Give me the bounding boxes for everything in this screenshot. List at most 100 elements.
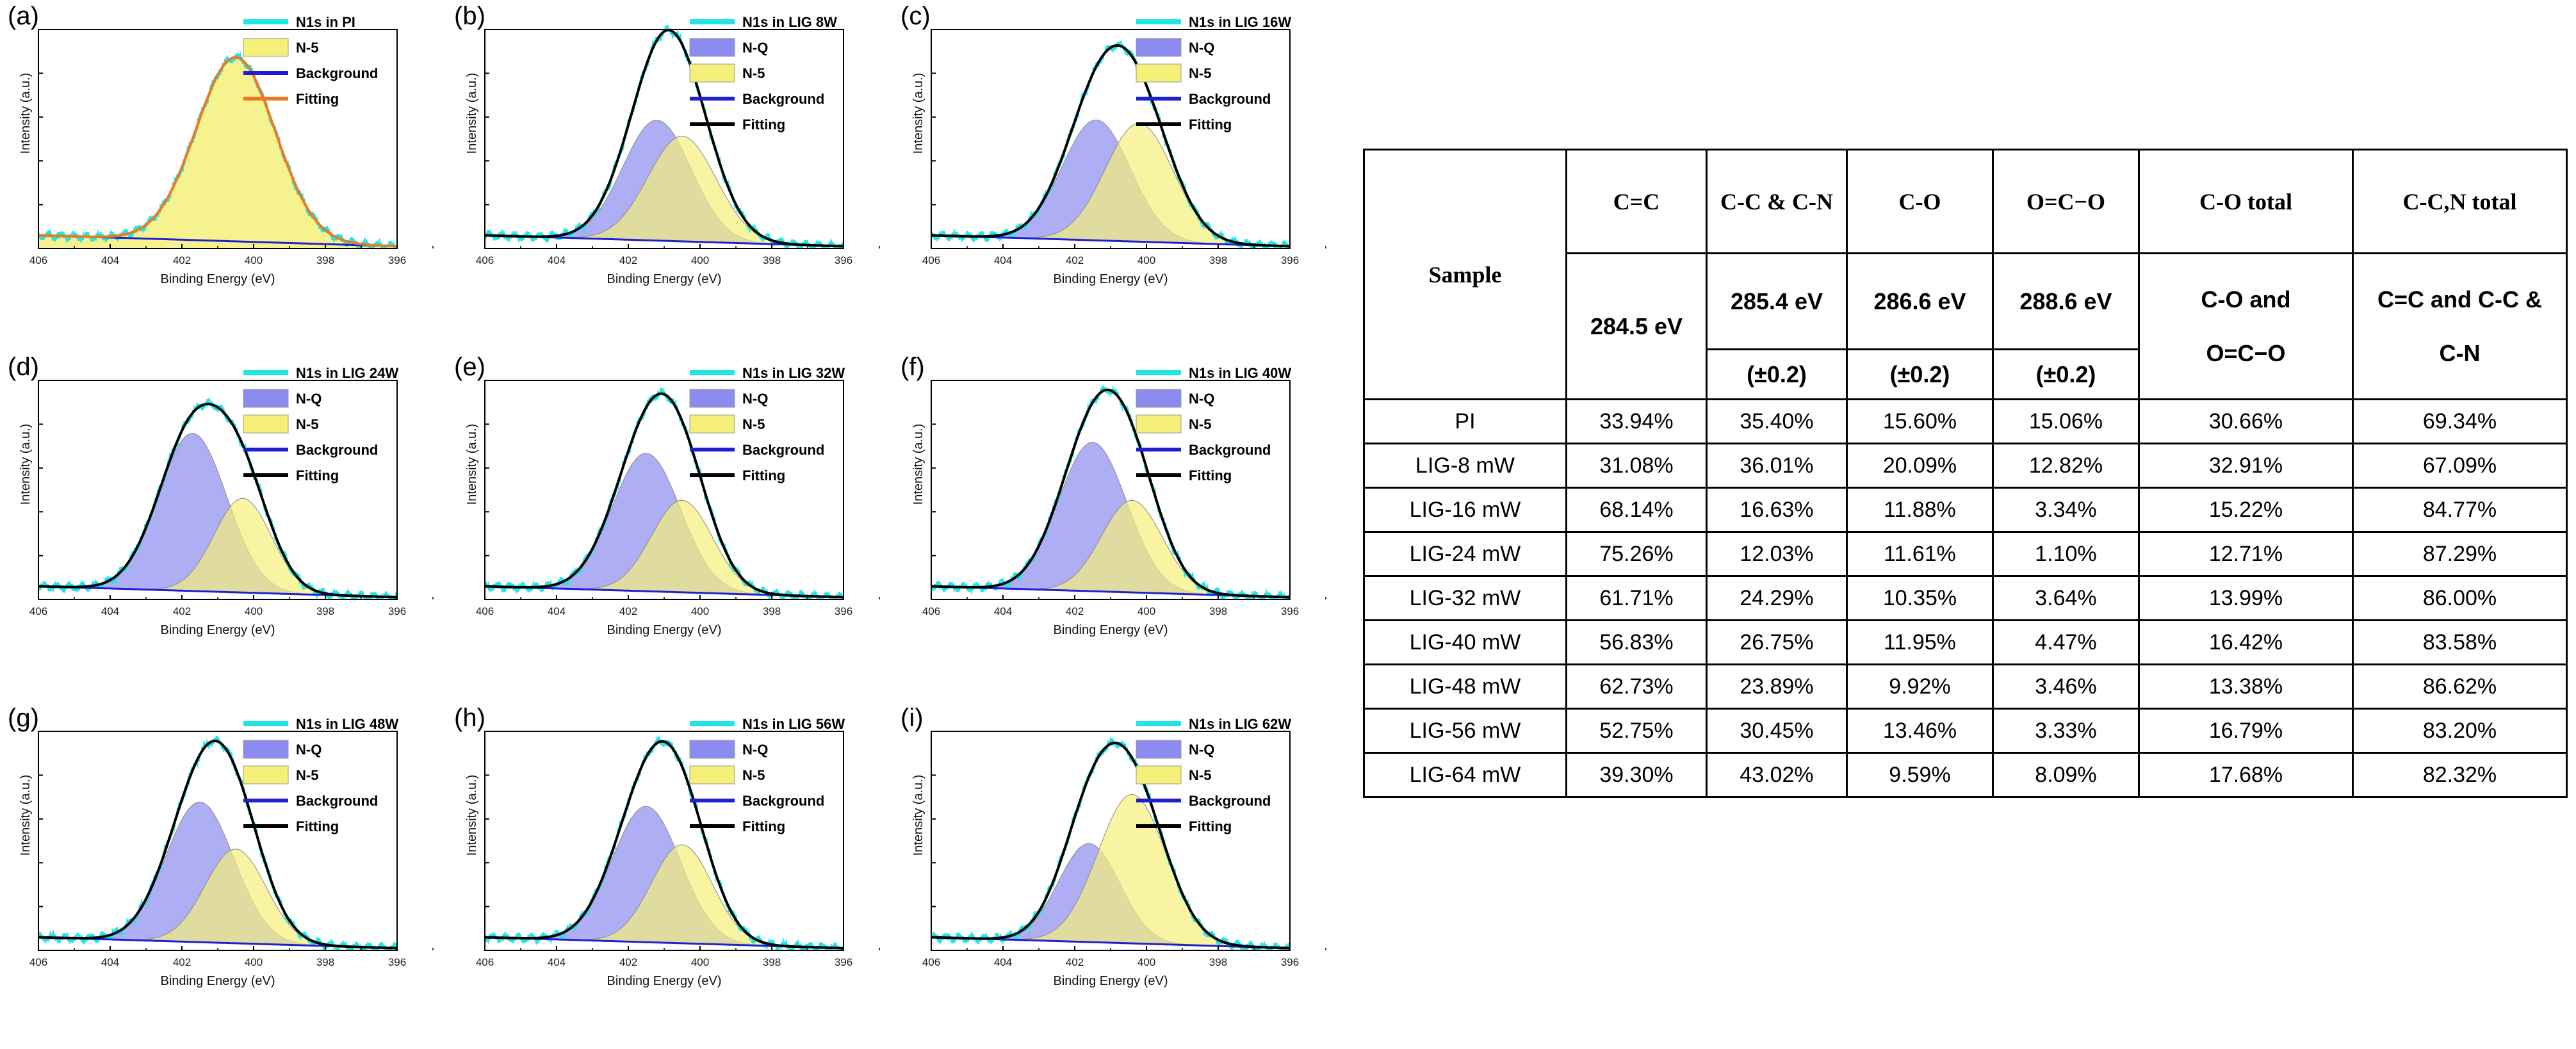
y-axis-label: Intensity (a.u.) (465, 424, 479, 505)
n5-component-area (38, 849, 397, 949)
xps-plot-svg: 406 404 402 400 398 396 Binding Energy (eV) Int… (901, 2, 1326, 286)
value-cell: 9.59% (1846, 752, 1994, 798)
x-tick-label: 406 (29, 605, 47, 617)
x-tick-label: 400 (1137, 254, 1155, 266)
value-cell: 33.94% (1565, 398, 1708, 444)
panel-label: (c) (901, 2, 931, 30)
x-tick-label: 402 (1066, 254, 1084, 266)
x-tick-label: 404 (101, 956, 119, 968)
value-cell: 15.60% (1846, 398, 1994, 444)
x-tick-label: 398 (1209, 956, 1227, 968)
table-row: LIG-40 mW 56.83% 26.75% 11.95% 4.47% 16.42% 83… (1363, 619, 2568, 665)
legend-label: Background (296, 442, 378, 458)
xps-panel: 406 404 402 400 398 396 Binding Energy (eV) Int… (5, 2, 434, 347)
x-tick-label: 396 (835, 254, 852, 266)
legend-label: Fitting (296, 468, 339, 484)
value-cell: 35.40% (1706, 398, 1848, 444)
table-row: PI 33.94% 35.40% 15.60% 15.06% 30.66% 69.34% (1363, 398, 2568, 444)
legend-swatch-n5 (689, 414, 735, 434)
x-axis-label: Binding Energy (eV) (607, 272, 722, 286)
x-tick-label: 398 (763, 254, 781, 266)
xps-panel: 406 404 402 400 398 396 Binding Energy (eV) Int… (452, 704, 881, 1049)
value-cell: 36.01% (1706, 443, 1848, 489)
value-cell: 9.92% (1846, 663, 1994, 710)
value-cell: 67.09% (2352, 443, 2568, 489)
col-header-cc-total: C-C,N total (2352, 149, 2568, 254)
xps-plot-svg: 406 404 402 400 398 396 Binding Energy (eV) Int… (454, 704, 880, 988)
value-cell: 3.46% (1992, 663, 2140, 710)
fitting-line (931, 44, 1290, 248)
legend-swatch-n5 (243, 414, 289, 434)
value-cell: 83.20% (2352, 708, 2568, 754)
n5-component-area (485, 844, 844, 949)
x-axis-label: Binding Energy (eV) (1054, 272, 1168, 286)
energy-286: 286.6 eV (1846, 252, 1994, 350)
sample-cell: LIG-8 mW (1363, 443, 1567, 489)
table-row: LIG-56 mW 52.75% 30.45% 13.46% 3.33% 16.79% 83… (1363, 708, 2568, 754)
value-cell: 87.29% (2352, 531, 2568, 577)
xps-composition-table: Sample C=C C-C & C-N C-O O=C−O C-O total… (1363, 149, 2568, 798)
xps-panel: 406 404 402 400 398 396 Binding Energy (eV) Int… (898, 353, 1327, 698)
x-tick-label: 402 (173, 605, 191, 617)
value-cell: 12.03% (1706, 531, 1848, 577)
panel-label: (f) (901, 353, 925, 381)
cc-total-desc: C=C and C-C & C-N (2352, 252, 2568, 400)
x-tick-label: 406 (922, 605, 940, 617)
legend-label: N-Q (742, 40, 768, 56)
table-row: LIG-8 mW 31.08% 36.01% 20.09% 12.82% 32.91% 67… (1363, 443, 2568, 489)
value-cell: 26.75% (1706, 619, 1848, 665)
legend-label: N1s in LIG 24W (296, 365, 398, 381)
legend-label: Fitting (1189, 117, 1232, 133)
sample-cell: PI (1363, 398, 1567, 444)
legend-swatch-n5 (1136, 765, 1182, 785)
legend-label: Fitting (296, 91, 339, 107)
x-tick-label: 406 (476, 605, 494, 617)
x-tick-label: 406 (476, 956, 494, 968)
x-tick-label: 400 (1137, 605, 1155, 617)
legend-swatch-nq (1136, 38, 1182, 57)
value-cell: 16.42% (2138, 619, 2354, 665)
col-header-cc-cn: C-C & C-N (1706, 149, 1848, 254)
xps-panel: 406 404 402 400 398 396 Binding Energy (eV) Int… (898, 2, 1327, 347)
legend-label: Background (1189, 91, 1271, 107)
table-row: LIG-64 mW 39.30% 43.02% 9.59% 8.09% 17.68% 82.… (1363, 752, 2568, 798)
legend-swatch-nq (689, 389, 735, 408)
value-cell: 83.58% (2352, 619, 2568, 665)
legend-label: N-5 (742, 767, 765, 783)
legend-label: Background (1189, 793, 1271, 809)
y-axis-label: Intensity (a.u.) (465, 775, 479, 856)
legend-label: N-5 (1189, 767, 1211, 783)
table-row: LIG-16 mW 68.14% 16.63% 11.88% 3.34% 15.22% 84… (1363, 487, 2568, 533)
legend-label: Background (296, 65, 378, 81)
value-cell: 75.26% (1565, 531, 1708, 577)
legend-label: N1s in LIG 40W (1189, 365, 1291, 381)
fitting-line (931, 388, 1290, 599)
xps-plot-svg: 406 404 402 400 398 396 Binding Energy (eV) Int… (8, 353, 434, 637)
legend-label: N1s in LIG 56W (742, 716, 845, 732)
x-tick-label: 398 (763, 956, 781, 968)
legend-swatch-n5 (689, 765, 735, 785)
x-tick-label: 402 (619, 254, 637, 266)
value-cell: 11.88% (1846, 487, 1994, 533)
panel-label: (d) (8, 353, 39, 381)
value-cell: 82.32% (2352, 752, 2568, 798)
legend-label: N-Q (1189, 391, 1214, 407)
legend-label: Fitting (1189, 468, 1232, 484)
x-tick-label: 398 (1209, 605, 1227, 617)
legend-swatch-n5 (1136, 63, 1182, 83)
legend-label: N-Q (742, 742, 768, 758)
x-axis-label: Binding Energy (eV) (1054, 623, 1168, 637)
value-cell: 11.61% (1846, 531, 1994, 577)
legend-label: N-Q (1189, 40, 1214, 56)
value-cell: 30.45% (1706, 708, 1848, 754)
y-axis-label: Intensity (a.u.) (465, 73, 479, 154)
sample-cell: LIG-40 mW (1363, 619, 1567, 665)
tolerance-286: (±0.2) (1846, 348, 1994, 400)
panel-label: (e) (454, 353, 485, 381)
y-axis-label: Intensity (a.u.) (911, 73, 925, 154)
col-header-oco: O=C−O (1992, 149, 2140, 254)
co-total-desc-line1: C-O and (2201, 286, 2291, 313)
xps-panel: 406 404 402 400 398 396 Binding Energy (eV) Int… (5, 704, 434, 1049)
legend-label: N-5 (296, 416, 318, 432)
panel-label: (a) (8, 2, 39, 30)
